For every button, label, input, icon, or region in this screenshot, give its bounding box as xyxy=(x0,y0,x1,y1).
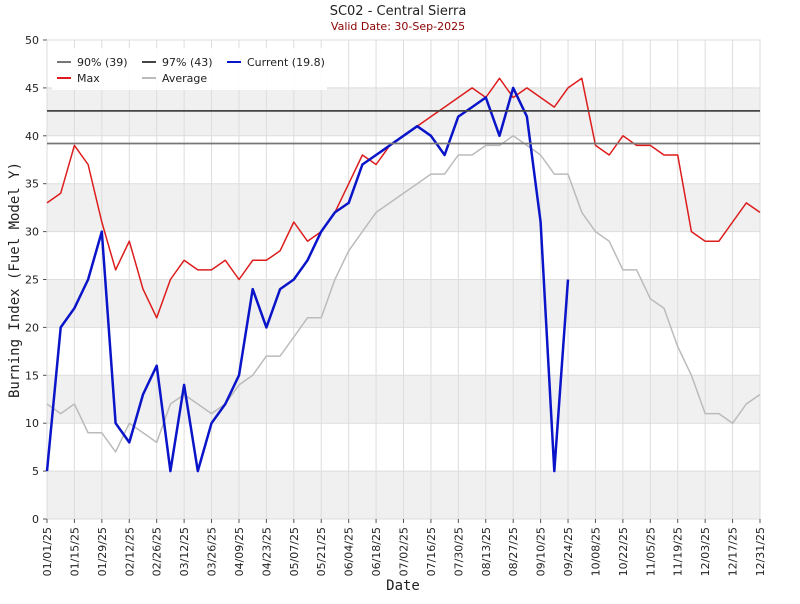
series-line xyxy=(46,135,761,453)
series-line xyxy=(45,86,570,473)
y-tick-label: 50 xyxy=(25,34,39,47)
x-tick-label: 02/26/25 xyxy=(151,527,164,576)
y-tick-label: 45 xyxy=(25,82,39,95)
x-tick-label: 11/19/25 xyxy=(672,527,685,576)
x-axis-label: Date xyxy=(386,578,420,594)
chart-subtitle: Valid Date: 30-Sep-2025 xyxy=(331,20,465,33)
y-tick-label: 5 xyxy=(32,465,39,478)
legend-label: Average xyxy=(162,72,207,85)
x-tick-label: 06/18/25 xyxy=(370,527,383,576)
chart-title: SC02 - Central Sierra xyxy=(330,4,467,19)
y-tick-label: 25 xyxy=(25,274,39,287)
x-tick-label: 12/31/25 xyxy=(754,527,767,576)
x-tick-label: 03/12/25 xyxy=(178,527,191,576)
x-tick-label: 01/29/25 xyxy=(96,527,109,576)
x-tick-label: 04/23/25 xyxy=(260,527,273,576)
x-tick-label: 04/09/25 xyxy=(233,527,246,576)
x-tick-label: 10/08/25 xyxy=(589,527,602,576)
x-tick-label: 07/16/25 xyxy=(425,527,438,576)
x-tick-label: 06/04/25 xyxy=(343,527,356,576)
x-tick-label: 03/26/25 xyxy=(206,527,219,576)
y-tick-label: 0 xyxy=(32,513,39,526)
y-tick-label: 30 xyxy=(25,226,39,239)
x-tick-label: 07/02/25 xyxy=(398,527,411,576)
y-tick-label: 20 xyxy=(25,321,39,334)
x-tick-label: 11/05/25 xyxy=(644,527,657,576)
y-axis-label: Burning Index (Fuel Model Y) xyxy=(7,162,23,398)
x-tick-label: 01/15/25 xyxy=(68,527,81,576)
x-tick-label: 09/10/25 xyxy=(535,527,548,576)
legend-label: 97% (43) xyxy=(162,56,213,69)
legend-label: Current (19.8) xyxy=(247,56,325,69)
legend-box xyxy=(52,48,327,90)
legend-label: 90% (39) xyxy=(77,56,128,69)
y-tick-label: 40 xyxy=(25,130,39,143)
x-tick-label: 12/17/25 xyxy=(727,527,740,576)
x-tick-label: 08/27/25 xyxy=(507,527,520,576)
x-tick-label: 07/30/25 xyxy=(452,527,465,576)
y-tick-label: 10 xyxy=(25,417,39,430)
x-tick-label: 05/21/25 xyxy=(315,527,328,576)
y-tick-label: 35 xyxy=(25,178,39,191)
x-tick-label: 09/24/25 xyxy=(562,527,575,576)
x-tick-label: 05/07/25 xyxy=(288,527,301,576)
x-tick-label: 02/12/25 xyxy=(123,527,136,576)
x-tick-label: 08/13/25 xyxy=(480,527,493,576)
legend-label: Max xyxy=(77,72,100,85)
x-tick-label: 10/22/25 xyxy=(617,527,630,576)
x-tick-label: 12/03/25 xyxy=(699,527,712,576)
x-tick-label: 01/01/25 xyxy=(41,527,54,576)
y-tick-label: 15 xyxy=(25,369,39,382)
